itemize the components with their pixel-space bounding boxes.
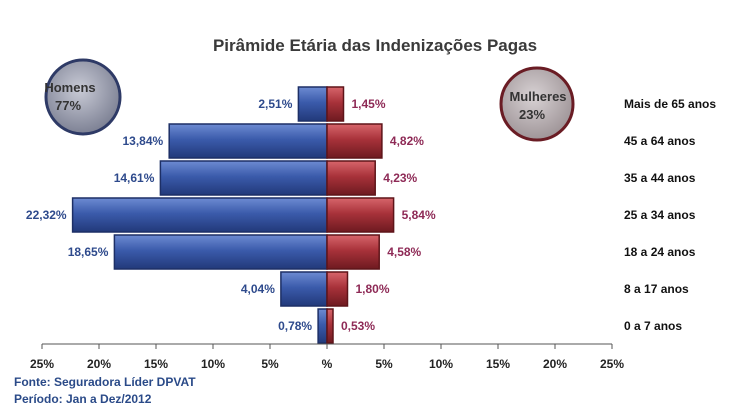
category-label-2: 35 a 44 anos [624, 171, 696, 185]
badge-women-value: 23% [519, 107, 545, 122]
value-label-men-1: 13,84% [122, 134, 163, 148]
bar-women-6 [326, 308, 334, 344]
value-label-men-6: 0,78% [278, 319, 312, 333]
badge-men-circle [44, 58, 122, 136]
value-label-women-3: 5,84% [402, 208, 436, 222]
badge-men-value: 77% [55, 98, 81, 113]
value-label-men-4: 18,65% [68, 245, 109, 259]
bar-women-1 [326, 123, 383, 159]
value-label-men-3: 22,32% [26, 208, 67, 222]
category-label-6: 0 a 7 anos [624, 319, 682, 333]
x-tick-label-1: 20% [87, 357, 111, 371]
value-label-women-2: 4,23% [383, 171, 417, 185]
bar-men-1 [168, 123, 328, 159]
bar-women-3 [326, 197, 395, 233]
category-label-0: Mais de 65 anos [624, 97, 716, 111]
x-tick-label-7: 10% [429, 357, 453, 371]
badge-women-circle [499, 66, 575, 142]
value-label-men-5: 4,04% [241, 282, 275, 296]
value-label-women-0: 1,45% [352, 97, 386, 111]
x-ticks: 25% 20% 15% 10% 5%% 5% 10% 15% 20% 25% [30, 344, 624, 371]
bar-women-2 [326, 160, 376, 196]
bar-women-4 [326, 234, 380, 270]
x-tick-label-9: 20% [543, 357, 567, 371]
bar-men-2 [159, 160, 328, 196]
value-label-men-0: 2,51% [258, 97, 292, 111]
x-tick-label-10: 25% [600, 357, 624, 371]
x-tick-label-6: 5% [375, 357, 393, 371]
chart-title: Pirâmide Etária das Indenizações Pagas [213, 36, 537, 55]
value-label-men-2: 14,61% [114, 171, 155, 185]
bar-women-5 [326, 271, 349, 307]
value-label-women-5: 1,80% [356, 282, 390, 296]
badge-women-label: Mulheres [509, 89, 566, 104]
x-tick-label-5: % [322, 357, 333, 371]
x-tick-label-2: 15% [144, 357, 168, 371]
x-tick-label-3: 10% [201, 357, 225, 371]
bar-women-0 [326, 86, 345, 122]
x-tick-label-8: 15% [486, 357, 510, 371]
badge-men-label: Homens [44, 80, 95, 95]
category-label-3: 25 a 34 anos [624, 208, 696, 222]
category-label-5: 8 a 17 anos [624, 282, 689, 296]
x-tick-label-0: 25% [30, 357, 54, 371]
badge-women: Mulheres 23% [499, 66, 575, 142]
bar-men-6 [317, 308, 328, 344]
category-label-4: 18 a 24 anos [624, 245, 696, 259]
bar-men-0 [297, 86, 328, 122]
footer-period: Período: Jan a Dez/2012 [14, 392, 152, 406]
bar-men-3 [71, 197, 328, 233]
value-label-women-4: 4,58% [387, 245, 421, 259]
category-labels: Mais de 65 anos 45 a 64 anos 35 a 44 anos 2… [624, 97, 716, 333]
value-label-women-6: 0,53% [341, 319, 375, 333]
badge-men: Homens 77% [44, 58, 122, 136]
x-tick-label-4: 5% [261, 357, 279, 371]
category-label-1: 45 a 64 anos [624, 134, 696, 148]
bars-group: 2,51% 1,45% 13,84% 4,82% 14,61% 4,23% 22,32% 5,… [26, 86, 436, 344]
value-label-women-1: 4,82% [390, 134, 424, 148]
bar-men-4 [113, 234, 328, 270]
bar-men-5 [280, 271, 328, 307]
footer-source: Fonte: Seguradora Líder DPVAT [14, 375, 196, 389]
